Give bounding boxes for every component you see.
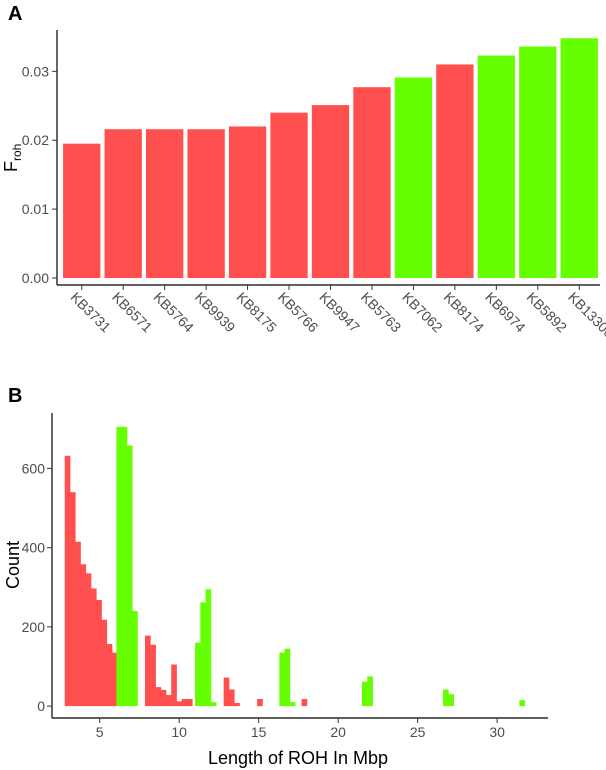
froh-bar-kb9939 bbox=[187, 129, 225, 278]
histogram-bin-red bbox=[96, 599, 102, 707]
histogram-bin-green bbox=[289, 702, 296, 707]
panel-a-y-tick-label: 0.02 bbox=[22, 132, 49, 148]
histogram-bin-red bbox=[75, 541, 81, 707]
histogram-bin-red bbox=[165, 695, 172, 707]
panel-b-x-tick-label: 15 bbox=[251, 724, 267, 740]
histogram-bin-red bbox=[155, 687, 162, 707]
panel-a-y-tick-label: 0.03 bbox=[22, 63, 49, 79]
histogram-bin-green bbox=[210, 702, 217, 707]
histogram-bin-red bbox=[301, 698, 308, 707]
panel-a-x-tick-label: KB3731 bbox=[68, 289, 115, 336]
panel-b-x-tick-label: 25 bbox=[410, 724, 426, 740]
panel-a-x-tick-label: KB9939 bbox=[192, 289, 239, 336]
histogram-bin-red bbox=[257, 698, 263, 707]
froh-bar-kb7062 bbox=[394, 77, 433, 278]
panel-b-y-tick-label: 200 bbox=[22, 619, 46, 635]
histogram-bin-red bbox=[228, 689, 235, 707]
panel-a-y-tick-label: 0.01 bbox=[22, 201, 49, 217]
histogram-bin-red bbox=[171, 664, 177, 707]
histogram-bin-green bbox=[448, 694, 454, 707]
panel-b-y-tick-label: 0 bbox=[37, 698, 45, 714]
froh-bar-kb8174 bbox=[436, 64, 474, 278]
panel-b: B Count Length of ROH In Mbp 0200400600 … bbox=[3, 385, 548, 768]
froh-bar-kb5766 bbox=[270, 112, 308, 278]
froh-bar-kb9947 bbox=[311, 105, 350, 278]
histogram-bin-green bbox=[195, 642, 201, 707]
histogram-bin-red bbox=[160, 689, 167, 707]
panel-a-x-tick-label: KB5764 bbox=[151, 289, 198, 336]
panel-b-y-tick-label: 600 bbox=[22, 460, 46, 476]
histogram-bin-green bbox=[116, 426, 123, 707]
histogram-bin-green bbox=[284, 648, 291, 707]
histogram-bin-red bbox=[90, 588, 97, 707]
panel-a-x-tick-label: KB6974 bbox=[482, 289, 529, 336]
histogram-bin-red bbox=[234, 702, 240, 707]
histogram-bin-green bbox=[519, 700, 526, 707]
histogram-bin-red bbox=[223, 677, 230, 707]
histogram-bin-green bbox=[443, 689, 449, 707]
histogram-bin-red bbox=[101, 619, 108, 707]
histogram-bin-red bbox=[176, 701, 183, 707]
panel-b-label: B bbox=[8, 385, 22, 407]
histogram-bin-red bbox=[80, 564, 87, 707]
histogram-bin-red bbox=[69, 492, 76, 707]
panel-a-x-tick-label: KB7062 bbox=[399, 289, 446, 336]
panel-b-y-axis-title: Count bbox=[3, 541, 23, 589]
panel-a-y-axis-title-main: F bbox=[1, 161, 21, 172]
froh-bar-kb6974 bbox=[477, 55, 516, 278]
histogram-bin-green bbox=[121, 426, 128, 707]
histogram-bin-green bbox=[279, 652, 285, 707]
panel-a-label: A bbox=[8, 3, 22, 25]
panel-b-x-tick-label: 20 bbox=[330, 724, 346, 740]
panel-a-y-axis-title-sub: roh bbox=[10, 144, 24, 161]
histogram-bin-red bbox=[85, 573, 92, 707]
histogram-bin-green bbox=[367, 676, 373, 707]
histogram-bin-red bbox=[186, 698, 193, 707]
panel-b-x-tick-label: 5 bbox=[96, 724, 104, 740]
froh-bar-kb5892 bbox=[519, 46, 557, 278]
froh-bar-kb3731 bbox=[63, 143, 101, 278]
panel-b-x-axis-title: Length of ROH In Mbp bbox=[208, 748, 388, 768]
panel-a-x-tick-label: KB8174 bbox=[441, 289, 488, 336]
panel-a-y-tick-label: 0.00 bbox=[22, 270, 49, 286]
panel-a: A Froh 0.000.010.020.03 KB3731KB6571KB57… bbox=[1, 3, 606, 341]
histogram-bin-red bbox=[181, 698, 188, 707]
froh-bar-kb13306 bbox=[560, 38, 598, 278]
panel-a-x-tick-label: KB5766 bbox=[275, 289, 322, 336]
histogram-bin-red bbox=[111, 652, 118, 707]
froh-bar-kb5764 bbox=[146, 129, 184, 278]
histogram-bin-green bbox=[132, 611, 138, 707]
histogram-bin-red bbox=[150, 644, 156, 707]
histogram-bin-red bbox=[64, 455, 71, 707]
panel-b-y-tick-label: 400 bbox=[22, 540, 46, 556]
panel-a-x-tick-label: KB5892 bbox=[524, 289, 571, 336]
histogram-bin-green bbox=[362, 681, 368, 707]
froh-bar-kb8175 bbox=[228, 126, 267, 278]
froh-bar-kb6571 bbox=[104, 129, 142, 278]
histogram-bin-red bbox=[145, 635, 151, 707]
panel-b-x-tick-label: 30 bbox=[489, 724, 505, 740]
histogram-bin-green bbox=[126, 445, 133, 707]
panel-b-x-tick-label: 10 bbox=[171, 724, 187, 740]
panel-a-x-tick-label: KB5763 bbox=[358, 289, 405, 336]
histogram-bin-green bbox=[205, 589, 212, 707]
panel-a-x-tick-label: KB6571 bbox=[109, 289, 156, 336]
histogram-bin-red bbox=[106, 643, 113, 707]
panel-a-x-tick-label: KB8175 bbox=[233, 289, 280, 336]
panel-a-x-tick-label: KB9947 bbox=[316, 289, 363, 336]
panel-a-y-axis-title: Froh bbox=[1, 144, 24, 172]
froh-bar-kb5763 bbox=[353, 87, 391, 279]
panel-a-x-tick-label: KB13306 bbox=[565, 289, 606, 341]
histogram-bin-green bbox=[200, 602, 206, 707]
